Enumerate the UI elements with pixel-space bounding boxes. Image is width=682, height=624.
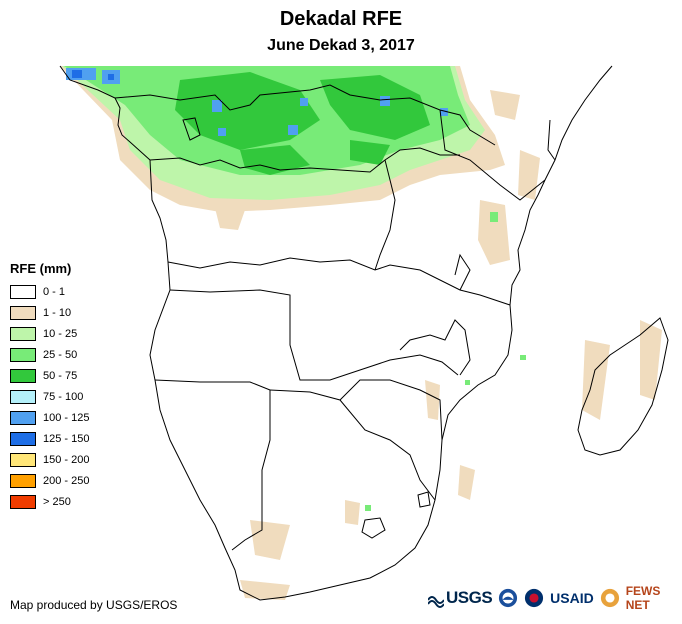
border-10 — [439, 109, 546, 201]
border-3 — [167, 257, 511, 306]
legend-label: 150 - 200 — [43, 453, 90, 466]
legend-item: 100 - 125 — [10, 407, 89, 428]
border-5 — [154, 379, 271, 551]
legend-label: 1 - 10 — [43, 306, 72, 319]
legend-swatch — [10, 389, 36, 404]
legend-swatch — [10, 284, 36, 299]
fews-net-wordmark: FEWS NET — [625, 584, 661, 612]
legend-item: > 250 — [10, 491, 89, 512]
legend-item: 0 - 1 — [10, 281, 89, 302]
legend-swatch — [10, 347, 36, 362]
legend-swatch — [10, 368, 36, 383]
legend-swatch — [10, 494, 36, 509]
legend-item: 50 - 75 — [10, 365, 89, 386]
legend-label: 200 - 250 — [43, 474, 90, 487]
madagascar — [577, 317, 669, 456]
legend-swatch — [10, 410, 36, 425]
map-credit: Map produced by USGS/EROS — [10, 598, 178, 612]
legend-item: 200 - 250 — [10, 470, 89, 491]
legend-item: 75 - 100 — [10, 386, 89, 407]
legend-item: 150 - 200 — [10, 449, 89, 470]
border-1 — [114, 84, 496, 146]
legend-swatch — [10, 326, 36, 341]
legend-swatch — [10, 473, 36, 488]
legend-item: 1 - 10 — [10, 302, 89, 323]
legend: RFE (mm) 0 - 1 1 - 10 10 - 25 25 - 50 50… — [10, 261, 89, 512]
border-7 — [339, 379, 443, 441]
country-boundaries — [59, 65, 669, 601]
map-title: Dekadal RFE — [279, 8, 403, 30]
legend-label: 100 - 125 — [43, 411, 90, 424]
border-9 — [374, 159, 396, 271]
map-subtitle: June Dekad 3, 2017 — [267, 37, 415, 54]
usaid-wordmark: USAID — [550, 590, 594, 606]
legend-label: 75 - 100 — [43, 390, 84, 403]
usgs-logo: USGS — [428, 588, 493, 608]
moderate-rain-patches-south — [365, 212, 526, 511]
usaid-seal-icon — [525, 588, 544, 608]
eswatini — [417, 491, 431, 508]
border-12 — [182, 117, 201, 141]
usgs-wave-icon — [428, 596, 444, 608]
border-6 — [269, 389, 436, 501]
legend-label: 125 - 150 — [43, 432, 90, 445]
africa-coastline — [59, 65, 613, 601]
border-4 — [169, 289, 459, 381]
legend-label: 0 - 1 — [43, 285, 66, 298]
legend-label: 50 - 75 — [43, 369, 78, 382]
legend-label: 10 - 25 — [43, 327, 78, 340]
border-2 — [149, 147, 460, 173]
heavy-rain-patches — [175, 72, 430, 175]
border-8 — [399, 319, 471, 376]
legend-label: > 250 — [43, 495, 71, 508]
noaa-seal-icon — [499, 588, 518, 608]
legend-item: 25 - 50 — [10, 344, 89, 365]
legend-swatch — [10, 452, 36, 467]
legend-swatch — [10, 431, 36, 446]
border-11 — [454, 253, 471, 291]
legend-title: RFE (mm) — [10, 261, 72, 276]
usgs-wordmark: USGS — [446, 588, 493, 607]
logo-strip: USGS USAID FEWS NET — [428, 584, 682, 612]
legend-label: 25 - 50 — [43, 348, 78, 361]
legend-item: 10 - 25 — [10, 323, 89, 344]
border-13 — [547, 119, 556, 161]
rainfall-shading — [60, 66, 662, 600]
legend-item: 125 - 150 — [10, 428, 89, 449]
lesotho — [361, 517, 386, 539]
light-rain-patches-south — [215, 90, 662, 600]
legend-swatch — [10, 305, 36, 320]
fews-net-emblem-icon — [600, 588, 619, 608]
